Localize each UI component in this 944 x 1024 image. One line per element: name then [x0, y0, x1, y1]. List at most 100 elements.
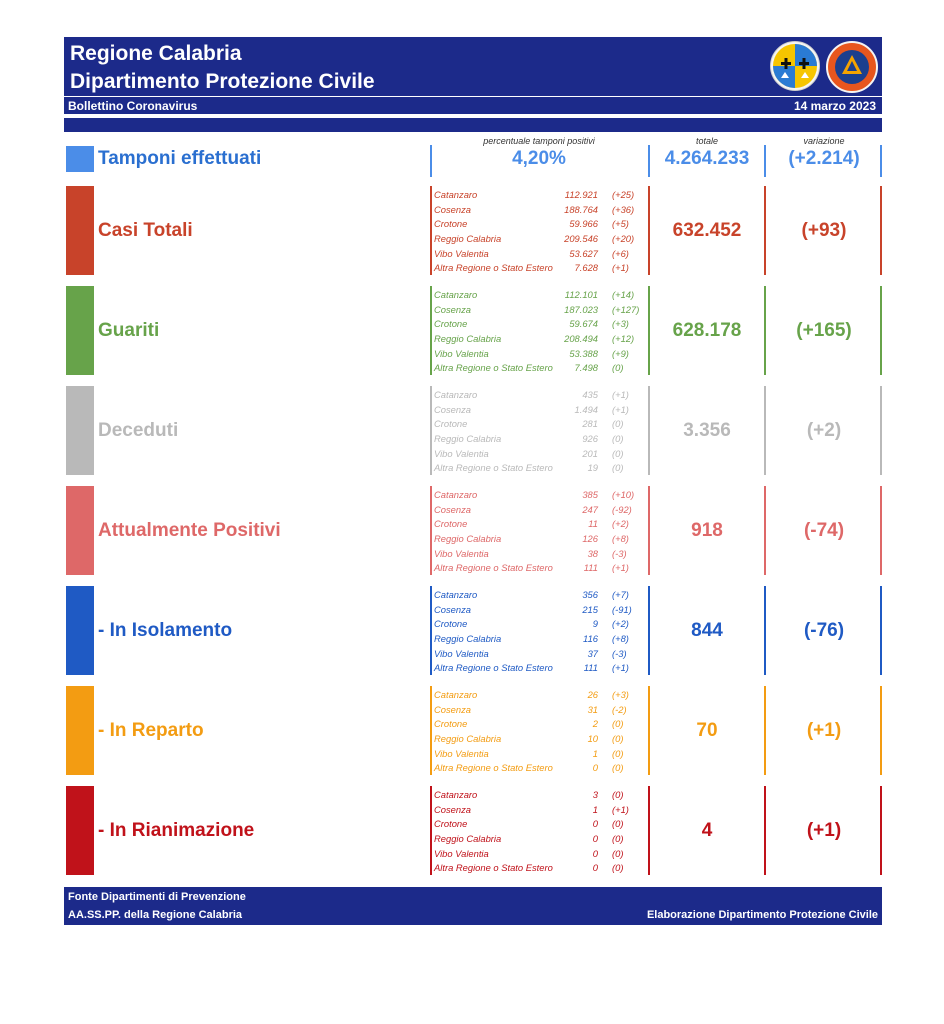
- province-name: Catanzaro: [434, 189, 478, 200]
- province-value: 187.023: [564, 303, 598, 315]
- province-delta: (0): [612, 462, 624, 474]
- province-value: 10: [587, 733, 598, 745]
- section-label: Attualmente Positivi: [98, 520, 281, 541]
- province-value: 11: [588, 518, 598, 530]
- source-line-2: AA.SS.PP. della Regione Calabria: [68, 909, 243, 921]
- province-name: Altra Regione o Stato Estero: [434, 762, 553, 774]
- tamponi-color-swatch: [66, 146, 94, 172]
- province-value: 112.921: [564, 189, 598, 200]
- province-row: Catanzaro 112.921 (+25): [434, 188, 648, 203]
- province-name: Reggio Calabria: [434, 633, 502, 645]
- province-value: 208.494: [564, 333, 598, 345]
- province-row: Reggio Calabria 926 (0): [434, 432, 648, 447]
- divider: [764, 486, 766, 575]
- tamponi-row: Tamponi effettuati 4,20% 4.264.233 (+2.2…: [64, 145, 882, 177]
- province-row: Crotone 59.674 (+3): [434, 317, 648, 332]
- section-label: - In Reparto: [98, 720, 204, 741]
- province-delta: (+1): [612, 662, 629, 674]
- province-value: 126: [582, 533, 598, 545]
- divider: [764, 586, 766, 675]
- divider: [430, 486, 432, 575]
- section-casi-totali: Casi Totali Catanzaro 112.921 (+25) Cosenza 1…: [64, 186, 882, 276]
- province-name: Cosenza: [434, 203, 472, 215]
- province-list: Catanzaro 112.101 (+14) Cosenza 187.023 (+127…: [434, 288, 648, 376]
- source-line-1: Fonte Dipartimenti di Prevenzione: [68, 891, 246, 903]
- province-list: Catanzaro 435 (+1) Cosenza 1.494 (+1) Crotone 2…: [434, 388, 648, 476]
- province-value: 0: [592, 833, 598, 845]
- province-name: Catanzaro: [434, 789, 478, 800]
- province-row: Reggio Calabria 209.546 (+20): [434, 232, 648, 247]
- province-value: 435: [582, 389, 598, 400]
- divider: [880, 786, 882, 875]
- province-row: Cosenza 31 (-2): [434, 703, 648, 718]
- province-row: Reggio Calabria 208.494 (+12): [434, 332, 648, 347]
- province-row: Altra Regione o Stato Estero 7.498 (0): [434, 361, 648, 376]
- province-delta: (+36): [612, 203, 635, 215]
- divider: [880, 145, 882, 177]
- section-in-reparto: - In Reparto Catanzaro 26 (+3) Cosenza 31 (-2)…: [64, 686, 882, 776]
- province-name: Vibo Valentia: [434, 547, 489, 559]
- divider: [880, 186, 882, 275]
- province-name: Altra Regione o Stato Estero: [434, 662, 553, 674]
- section-total: 628.178: [672, 320, 742, 341]
- province-value: 247: [582, 503, 598, 515]
- section-variation: (+1): [806, 820, 842, 841]
- province-name: Altra Regione o Stato Estero: [434, 262, 553, 274]
- province-row: Catanzaro 3 (0): [434, 788, 648, 803]
- section-label: Casi Totali: [98, 220, 193, 241]
- province-value: 9: [592, 618, 598, 630]
- province-row: Crotone 59.966 (+5): [434, 217, 648, 232]
- province-row: Cosenza 215 (-91): [434, 603, 648, 618]
- divider: [648, 186, 650, 275]
- province-delta: (+1): [612, 403, 629, 415]
- province-row: Crotone 2 (0): [434, 717, 648, 732]
- province-value: 31: [587, 703, 598, 715]
- section-attualmente-positivi: Attualmente Positivi Catanzaro 385 (+10) Cos…: [64, 486, 882, 576]
- province-list: Catanzaro 112.921 (+25) Cosenza 188.764 (+36)…: [434, 188, 648, 276]
- province-value: 385: [582, 489, 598, 500]
- section-label: - In Isolamento: [98, 620, 233, 641]
- province-delta: (0): [612, 747, 624, 759]
- section-variation: (+165): [796, 320, 852, 341]
- section-variation: (+2): [806, 420, 842, 441]
- province-name: Cosenza: [434, 403, 472, 415]
- separator-bar: [64, 118, 882, 132]
- province-row: Cosenza 1 (+1): [434, 803, 648, 818]
- province-delta: (+8): [612, 633, 629, 645]
- province-delta: (+10): [612, 489, 635, 500]
- province-name: Cosenza: [434, 303, 472, 315]
- province-name: Vibo Valentia: [434, 747, 489, 759]
- credit-line: Elaborazione Dipartimento Protezione Civ…: [646, 909, 878, 921]
- province-row: Altra Regione o Stato Estero 0 (0): [434, 761, 648, 776]
- province-row: Reggio Calabria 0 (0): [434, 832, 648, 847]
- section-total: 632.452: [672, 220, 742, 241]
- province-name: Catanzaro: [434, 689, 478, 700]
- province-name: Crotone: [434, 518, 468, 530]
- province-row: Altra Regione o Stato Estero 19 (0): [434, 461, 648, 476]
- section-color-swatch: [66, 486, 94, 575]
- province-value: 2: [592, 718, 598, 730]
- section-total: 70: [696, 720, 718, 741]
- province-row: Vibo Valentia 37 (-3): [434, 647, 648, 662]
- divider: [880, 386, 882, 475]
- province-name: Reggio Calabria: [434, 233, 502, 245]
- bulletin-bar: Bollettino Coronavirus 14 marzo 2023: [64, 97, 882, 114]
- province-delta: (+3): [612, 318, 629, 330]
- province-delta: (0): [612, 433, 624, 445]
- province-delta: (0): [612, 447, 624, 459]
- province-name: Reggio Calabria: [434, 833, 502, 845]
- divider: [648, 686, 650, 775]
- province-row: Altra Regione o Stato Estero 0 (0): [434, 861, 648, 876]
- province-row: Vibo Valentia 1 (0): [434, 747, 648, 762]
- province-row: Catanzaro 435 (+1): [434, 388, 648, 403]
- province-delta: (+6): [612, 247, 629, 259]
- province-name: Catanzaro: [434, 589, 478, 600]
- province-delta: (+7): [612, 589, 629, 600]
- province-row: Catanzaro 385 (+10): [434, 488, 648, 503]
- province-row: Vibo Valentia 38 (-3): [434, 547, 648, 562]
- province-list: Catanzaro 356 (+7) Cosenza 215 (-91) Crotone 9 (…: [434, 588, 648, 676]
- province-name: Vibo Valentia: [434, 247, 489, 259]
- province-row: Cosenza 187.023 (+127): [434, 303, 648, 318]
- divider: [764, 186, 766, 275]
- footer-banner: Fonte Dipartimenti di Prevenzione AA.SS.…: [64, 887, 882, 925]
